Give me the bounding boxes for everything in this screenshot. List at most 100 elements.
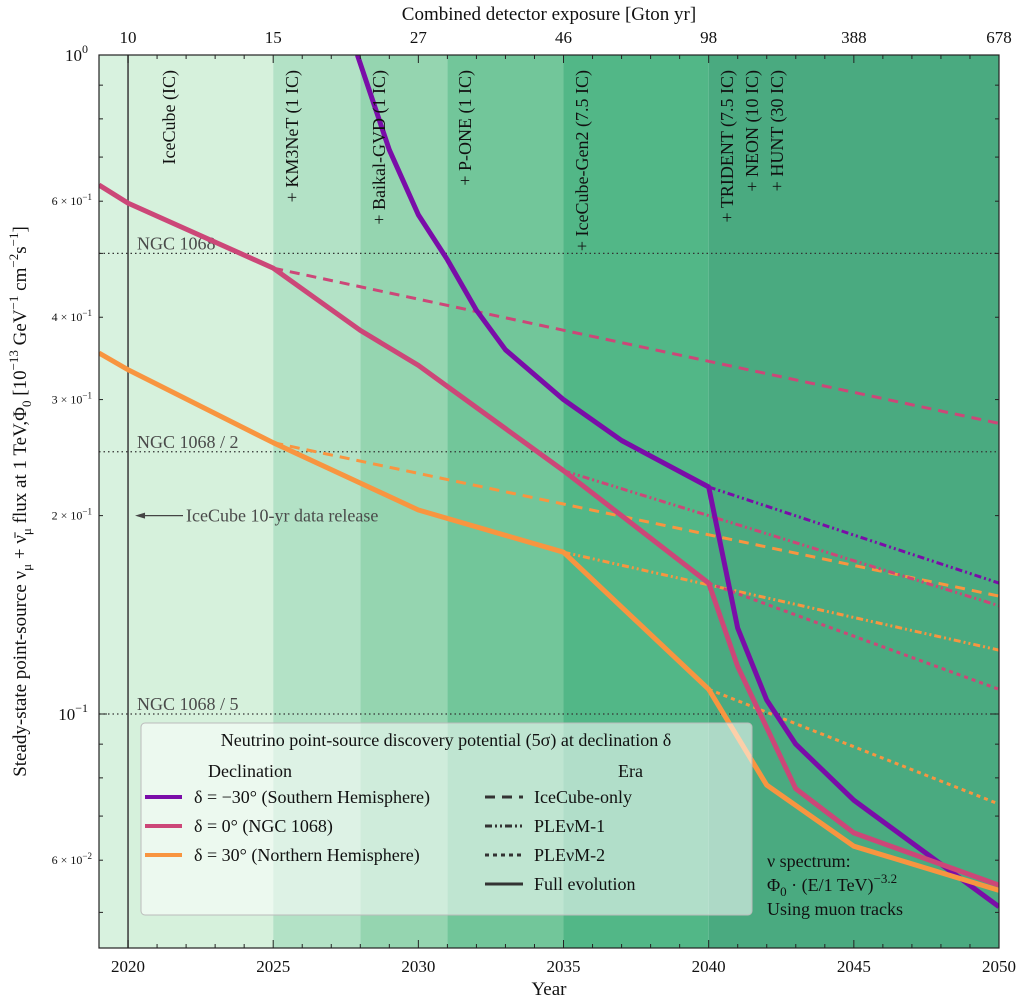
legend-era-label: Full evolution xyxy=(534,874,636,894)
plot-frame xyxy=(98,54,1000,949)
note-exponent: −3.2 xyxy=(874,871,898,886)
legend-box xyxy=(140,722,753,916)
y-minor-tick-label: 6 × 10−1 xyxy=(52,192,92,208)
series-line-solid xyxy=(99,182,999,888)
note-line-3: Using muon tracks xyxy=(767,899,903,919)
legend-era-label: PLEνM-1 xyxy=(534,816,605,836)
axes: 2020 2025 2030 2035 2040 2045 2050 Year 10 15 27 46… xyxy=(6,4,1016,1000)
y-minor-tick-label: 4 × 10−1 xyxy=(52,308,92,324)
top-tick-label: 388 xyxy=(841,28,867,47)
legend-era-label: PLEνM-2 xyxy=(534,845,605,865)
x-tick-label: 2025 xyxy=(256,957,290,976)
y-title-part: GeV xyxy=(10,309,31,350)
legend-era-header: Era xyxy=(618,761,643,781)
annotation-arrow-head xyxy=(135,512,146,519)
series-lines xyxy=(99,55,999,909)
y-tick-mant: 4 × 10 xyxy=(52,310,83,324)
era-label: + P-ONE (1 IC) xyxy=(455,70,476,186)
era-label: + Baikal-GVD (1 IC) xyxy=(369,70,390,225)
legend-declination-header: Declination xyxy=(208,761,292,781)
y-minor-tick-label: 2 × 10−1 xyxy=(52,507,92,523)
reference-line-label: NGC 1068 / 2 xyxy=(137,432,239,452)
y-tick-exp: −1 xyxy=(82,391,92,401)
legend-entry-label: δ = 30° (Northern Hemisphere) xyxy=(194,845,420,866)
x-tick-label: 2045 xyxy=(837,957,871,976)
y-tick-mant: 2 × 10 xyxy=(52,509,83,523)
series-line-dashdot xyxy=(563,550,999,652)
y-title-part: s xyxy=(10,246,31,253)
series-line-solid xyxy=(99,350,999,893)
x-tick-label: 2030 xyxy=(401,957,435,976)
y-tick-base: 10 xyxy=(58,705,75,724)
y-tick-mant: 6 × 10 xyxy=(52,853,83,867)
series-line-dashed xyxy=(272,266,999,425)
era-labels: IceCube (IC) + KM3NeT (1 IC) + Baikal-GVD … xyxy=(159,70,788,251)
era-label: + IceCube-Gen2 (7.5 IC) xyxy=(572,70,593,251)
y-title-sup: −1 xyxy=(6,233,21,247)
y-tick-mant: 6 × 10 xyxy=(52,194,83,208)
reference-line-label: NGC 1068 xyxy=(137,233,216,253)
top-tick-label: 15 xyxy=(265,28,282,47)
y-title-sup: −2 xyxy=(6,254,21,268)
note-line-1: ν spectrum: xyxy=(767,851,851,871)
y-title-sub: μ xyxy=(19,528,34,535)
y-tick-exp: 0 xyxy=(82,42,88,56)
y-tick-exp: −1 xyxy=(82,308,92,318)
y-title-sub: 0 xyxy=(19,400,34,407)
note-phi-sub: 0 xyxy=(780,884,787,899)
reference-lines: NGC 1068 NGC 1068 / 2 NGC 1068 / 5 xyxy=(99,233,999,715)
note-expr: · (E/1 TeV) xyxy=(787,875,874,896)
era-label: + KM3NeT (1 IC) xyxy=(282,70,303,202)
series-line-dashed xyxy=(272,441,999,598)
y-tick-exp: −2 xyxy=(82,851,92,861)
reference-line-label: NGC 1068 / 5 xyxy=(137,694,239,714)
y-tick-base: 10 xyxy=(65,46,82,65)
x-tick-label: 2040 xyxy=(692,957,726,976)
series-line-solid xyxy=(355,55,999,909)
era-label: + HUNT (30 IC) xyxy=(767,70,788,191)
x-tick-label: 2035 xyxy=(547,957,581,976)
top-tick-label: 27 xyxy=(410,28,428,47)
y-title-part: [10 xyxy=(10,370,31,400)
y-major-tick-label: 10−1 xyxy=(58,701,88,724)
y-title-part: Steady-state point-source ν xyxy=(10,570,31,776)
y-title-part: ] xyxy=(10,226,31,232)
y-title-sub: μ xyxy=(19,564,34,571)
y-axis-title: Steady-state point-source νμ + ν̄μ flux … xyxy=(6,226,34,777)
legend-entry-label: δ = −30° (Southern Hemisphere) xyxy=(194,787,430,808)
legend-entry-label: δ = 0° (NGC 1068) xyxy=(194,816,333,837)
top-tick-label: 678 xyxy=(986,28,1012,47)
y-title-sup: −1 xyxy=(6,296,21,310)
legend: Neutrino point-source discovery potentia… xyxy=(140,722,753,916)
series-line-dashdot xyxy=(708,485,999,585)
top-axis-title: Combined detector exposure [Gton yr] xyxy=(402,4,696,25)
legend-era-label: IceCube-only xyxy=(534,787,632,807)
y-title-sup: −13 xyxy=(6,350,21,370)
top-tick-label: 46 xyxy=(555,28,572,47)
series-line-dotted xyxy=(708,581,999,691)
y-tick-exp: −1 xyxy=(75,701,88,715)
x-tick-label: 2050 xyxy=(982,957,1016,976)
y-tick-exp: −1 xyxy=(82,192,92,202)
y-tick-mant: 3 × 10 xyxy=(52,393,83,407)
era-band xyxy=(99,55,129,948)
era-label: + TRIDENT (7.5 IC) xyxy=(717,70,738,222)
y-title-part: flux at 1 TeV,Φ xyxy=(10,407,31,528)
series-line-dashdot xyxy=(563,469,999,608)
era-label: + NEON (10 IC) xyxy=(742,70,763,192)
y-major-tick-label: 100 xyxy=(65,42,88,65)
top-tick-label: 98 xyxy=(700,28,717,47)
y-title-part: + ν̄ xyxy=(10,532,31,564)
y-minor-tick-label: 3 × 10−1 xyxy=(52,391,92,407)
note-phi: Φ xyxy=(767,875,780,895)
legend-title: Neutrino point-source discovery potentia… xyxy=(221,730,672,751)
x-axis-title: Year xyxy=(531,979,567,1000)
x-tick-label: 2020 xyxy=(111,957,145,976)
note-line-2: Φ0 · (E/1 TeV)−3.2 xyxy=(767,871,897,899)
annotation-label: IceCube 10-yr data release xyxy=(186,506,378,526)
y-tick-exp: −1 xyxy=(82,507,92,517)
y-title-part: cm xyxy=(10,267,31,295)
y-minor-tick-label: 6 × 10−2 xyxy=(52,851,92,867)
